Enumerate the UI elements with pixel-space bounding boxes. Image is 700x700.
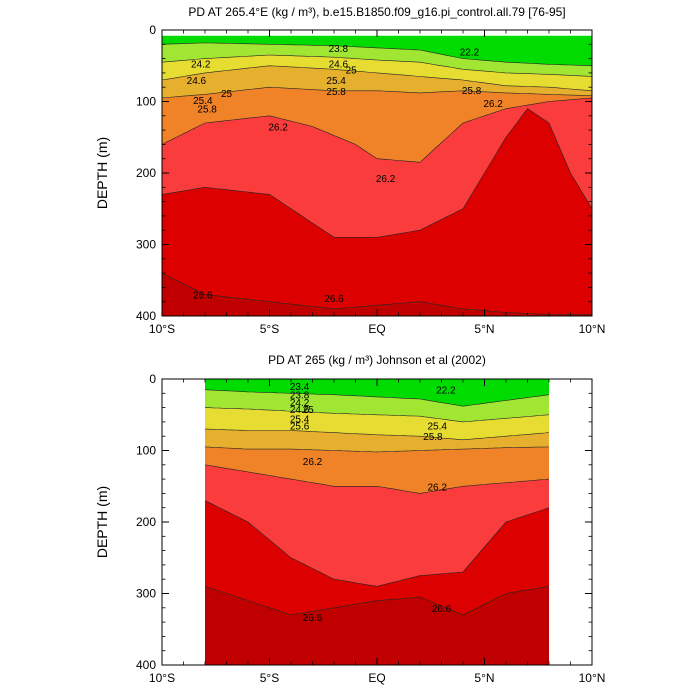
contour-band	[162, 35, 592, 66]
panel-model-density: 23.824.224.62525.425.824.62525.425.822.2…	[94, 5, 605, 336]
contour-label: 22.2	[460, 47, 480, 58]
contour-field: 23.824.224.62525.425.824.62525.425.822.2…	[162, 35, 592, 316]
contour-label: 26.2	[427, 482, 447, 493]
x-tick-label: 5°N	[474, 322, 494, 336]
contour-line	[162, 65, 592, 92]
contour-line	[162, 97, 592, 163]
contour-label: 26.6	[193, 291, 213, 302]
contour-line	[204, 464, 550, 494]
contour-label: 24.2	[290, 398, 310, 409]
contour-label: 25.8	[423, 432, 443, 443]
contour-label: 26.2	[376, 174, 396, 185]
y-tick-label: 0	[149, 372, 156, 386]
contour-band	[205, 379, 549, 407]
contour-label: 25	[346, 65, 358, 76]
contour-band	[205, 407, 549, 440]
contour-label: 25.8	[197, 105, 217, 116]
x-tick-label: EQ	[368, 322, 385, 336]
contour-label: 26.2	[268, 123, 288, 134]
contour-band	[205, 389, 549, 422]
contour-label: 25.4	[193, 96, 213, 107]
y-tick-label: 200	[136, 166, 156, 180]
chart-title: PD AT 265 (kg / m³) Johnson et al (2002)	[268, 353, 486, 367]
contour-line	[204, 428, 550, 441]
contour-label: 24.6	[290, 405, 310, 416]
x-tick-label: 5°S	[260, 322, 279, 336]
contour-label: 25	[221, 89, 233, 100]
contour-label: 26.2	[303, 457, 323, 468]
contour-line	[204, 586, 550, 616]
contour-band	[162, 65, 592, 98]
contour-label: 23.8	[329, 44, 349, 55]
contour-line	[162, 42, 592, 67]
contour-band	[205, 464, 549, 587]
y-tick-label: 400	[136, 658, 156, 672]
contour-band	[162, 97, 592, 238]
x-tick-label: 10°N	[579, 322, 606, 336]
y-tick-label: 200	[136, 515, 156, 529]
panel-observed-density: 23.423.824.224.62525.425.622.225.425.826…	[94, 353, 605, 685]
y-tick-label: 300	[136, 238, 156, 252]
y-tick-label: 400	[136, 309, 156, 323]
contour-label: 25	[303, 405, 315, 416]
contour-label: 23.8	[290, 391, 310, 402]
contour-line	[204, 389, 550, 407]
y-tick-label: 100	[136, 444, 156, 458]
contour-band	[162, 87, 592, 163]
contour-band	[205, 500, 549, 615]
chart-title: PD AT 265.4°E (kg / m³), b.e15.B1850.f09…	[188, 5, 565, 19]
x-tick-label: 10°S	[149, 671, 175, 685]
x-tick-label: 10°N	[579, 671, 606, 685]
y-tick-label: 0	[149, 23, 156, 37]
contour-field: 23.423.824.224.62525.425.622.225.425.826…	[204, 379, 550, 665]
contour-label: 24.6	[329, 60, 349, 71]
x-tick-label: 5°S	[260, 671, 279, 685]
contour-band	[162, 108, 592, 315]
contour-label: 24.6	[187, 76, 207, 87]
y-axis-label: DEPTH (m)	[94, 486, 110, 558]
contour-label: 26.6	[432, 604, 452, 615]
contour-label: 23.4	[290, 382, 310, 393]
contour-label: 26.6	[303, 613, 323, 624]
contour-label: 25.4	[290, 414, 310, 425]
contour-line	[162, 54, 592, 77]
contour-label: 26.2	[483, 99, 503, 110]
contour-line	[204, 446, 550, 453]
contour-line	[162, 108, 592, 238]
contour-line	[204, 407, 550, 423]
y-axis-label: DEPTH (m)	[94, 137, 110, 209]
contour-label: 25.4	[427, 421, 447, 432]
contour-label: 24.2	[191, 60, 211, 71]
contour-line	[204, 500, 550, 587]
contour-label: 22.2	[436, 386, 456, 397]
contour-label: 25.6	[290, 421, 310, 432]
y-tick-label: 100	[136, 95, 156, 109]
contour-band	[205, 446, 549, 494]
x-tick-label: EQ	[368, 671, 385, 685]
x-tick-label: 10°S	[149, 322, 175, 336]
x-tick-label: 5°N	[474, 671, 494, 685]
contour-label: 26.6	[324, 294, 344, 305]
contour-band	[162, 273, 592, 316]
contour-label: 25.8	[462, 86, 482, 97]
contour-line	[162, 86, 592, 99]
contour-line	[162, 272, 592, 315]
contour-label: 25.8	[326, 87, 346, 98]
y-tick-label: 300	[136, 587, 156, 601]
contour-label: 25.4	[326, 76, 346, 87]
contour-band	[205, 429, 549, 452]
contour-band	[205, 586, 549, 665]
